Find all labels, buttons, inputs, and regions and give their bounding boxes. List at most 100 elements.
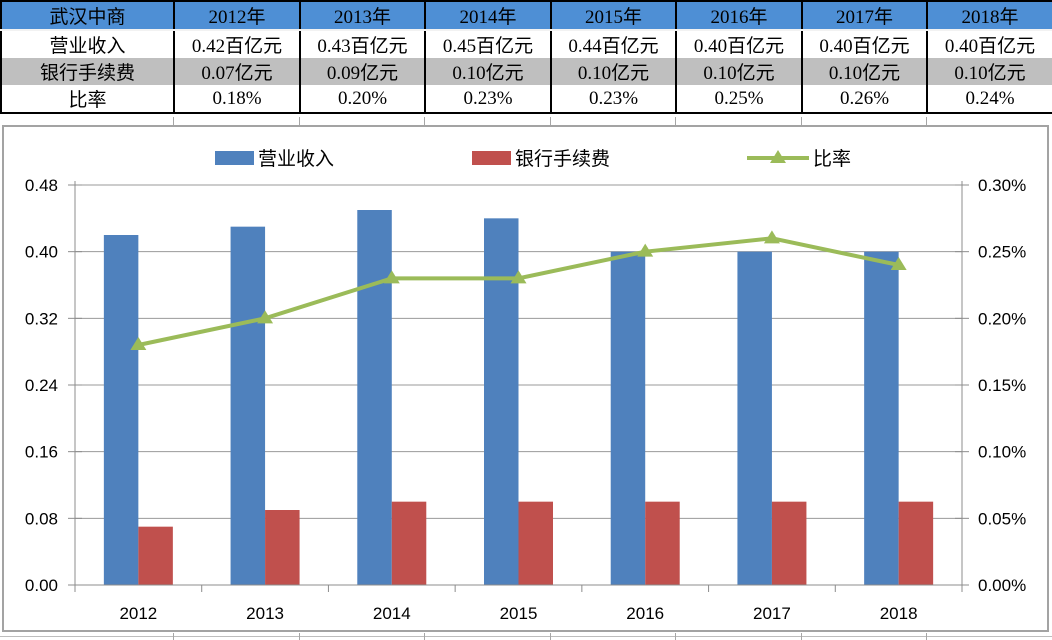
table-year-header[interactable]: 2012年 [173,1,301,31]
table-year-header[interactable]: 2016年 [675,1,803,31]
table-cell[interactable]: 0.10亿元 [424,58,552,85]
sheet-gridline-stub [926,117,927,125]
table-row-label[interactable]: 比率 [0,85,175,113]
table-year-header[interactable]: 2013年 [299,1,426,31]
table-row: 比率 0.18% 0.20% 0.23% 0.23% 0.25% 0.26% 0.24% [0,85,1052,113]
revenue-bar [864,251,899,585]
table-row-label[interactable]: 银行手续费 [0,58,175,85]
chart-frame: 0.00 0.08 0.16 0.24 0.32 0.40 0.48 0.00% 0.05% 0.… [2,125,1049,632]
table-cell[interactable]: 0.07亿元 [173,58,301,85]
table-cell[interactable]: 0.26% [801,85,928,113]
sheet-gridline-bottom [0,636,1052,637]
ratio-marker [130,337,147,350]
table-cell[interactable]: 0.18% [173,85,301,113]
revenue-bar [357,210,392,585]
sheet-gridline-stub [675,117,676,125]
fee-bar [265,510,300,585]
table-cell[interactable]: 0.23% [550,85,677,113]
table-cell[interactable]: 0.44百亿元 [550,30,677,58]
legend-fee-swatch [472,151,511,165]
table-cell[interactable]: 0.40百亿元 [801,30,928,58]
x-axis-category-label: 2018 [880,604,918,623]
x-axis-category-label: 2016 [626,604,664,623]
revenue-bar [484,218,519,585]
right-axis-tick-label: 0.20% [978,309,1026,328]
ratio-marker [383,270,400,284]
fee-bar [771,501,807,585]
left-axis-tick-label: 0.40 [25,243,58,262]
table-row: 营业收入 0.42百亿元 0.43百亿元 0.45百亿元 0.44百亿元 0.40百亿元 0… [0,30,1052,58]
table-year-header[interactable]: 2018年 [926,1,1052,31]
table-cell[interactable]: 0.10亿元 [926,58,1052,85]
right-axis-tick-label: 0.05% [978,509,1026,528]
revenue-bar [610,251,646,585]
sheet-gridline-stub [550,633,551,640]
ratio-marker [510,270,527,284]
left-axis-tick-label: 0.32 [25,309,58,328]
left-axis-tick-label: 0.08 [25,509,58,528]
revenue-bar [230,226,266,585]
revenue-bar [103,235,139,585]
table-header-row: 武汉中商 2012年 2013年 2014年 2015年 2016年 2017年 2018年 [0,1,1052,31]
legend-fee-label: 银行手续费 [515,148,610,170]
fee-bar [518,501,553,585]
right-axis-tick-label: 0.25% [978,243,1026,262]
left-axis-tick-label: 0.00 [25,576,58,595]
legend-revenue-swatch [215,151,254,165]
table-corner-cell[interactable]: 武汉中商 [0,1,175,31]
table-cell[interactable]: 0.43百亿元 [299,30,426,58]
sheet-gridline-stub [173,117,174,125]
sheet-gridline-stub [801,633,802,640]
table-cell[interactable]: 0.24% [926,85,1052,113]
table-cell[interactable]: 0.23% [424,85,552,113]
table-cell[interactable]: 0.42百亿元 [173,30,301,58]
table-cell[interactable]: 0.10亿元 [675,58,803,85]
data-table: 武汉中商 2012年 2013年 2014年 2015年 2016年 2017年 2018年 … [0,0,1052,114]
table-cell[interactable]: 0.45百亿元 [424,30,552,58]
table-cell[interactable]: 0.40百亿元 [675,30,803,58]
table-year-header[interactable]: 2014年 [424,1,552,31]
table-cell[interactable]: 0.25% [675,85,803,113]
ratio-marker [637,243,654,257]
table-cell[interactable]: 0.10亿元 [801,58,928,85]
right-axis-tick-label: 0.10% [978,443,1026,462]
table-cell[interactable]: 0.20% [299,85,426,113]
fee-bar [391,501,427,585]
sheet-gridline-stub [550,117,551,125]
right-axis-tick-label: 0.15% [978,376,1026,395]
combo-chart: 0.00 0.08 0.16 0.24 0.32 0.40 0.48 0.00% 0.05% 0.… [25,148,1026,623]
x-axis-category-label: 2017 [753,604,791,623]
legend-ratio-label: 比率 [813,148,851,170]
legend-revenue-label: 营业收入 [258,148,334,170]
sheet-gridline-stub [801,117,802,125]
sheet-gridline-stub [424,633,425,640]
table-year-header[interactable]: 2015年 [550,1,677,31]
table-row: 银行手续费 0.07亿元 0.09亿元 0.10亿元 0.10亿元 0.10亿元 0.10亿… [0,58,1052,85]
ratio-marker [763,230,780,244]
x-axis-category-label: 2013 [246,604,284,623]
left-axis-tick-label: 0.24 [25,376,58,395]
x-axis-category-label: 2014 [373,604,411,623]
legend-ratio-marker [770,150,786,163]
x-axis-category-label: 2012 [119,604,157,623]
sheet-gridline-stub [299,117,300,125]
sheet-gridline-stub [173,633,174,640]
table-row-label[interactable]: 营业收入 [0,30,175,58]
right-axis-tick-label: 0.30% [978,176,1026,195]
fee-bar [645,501,680,585]
left-axis-tick-label: 0.48 [25,176,58,195]
table-cell[interactable]: 0.40百亿元 [926,30,1052,58]
fee-bar [138,526,173,585]
table-cell[interactable]: 0.10亿元 [550,58,677,85]
fee-bar [898,501,934,585]
x-axis-category-label: 2015 [500,604,538,623]
table-year-header[interactable]: 2017年 [801,1,928,31]
sheet-gridline-stub [675,633,676,640]
ratio-marker [890,257,907,270]
sheet-gridline-stub [299,633,300,640]
revenue-bar [737,251,772,585]
left-axis-tick-label: 0.16 [25,443,58,462]
ratio-marker [257,310,274,324]
table-cell[interactable]: 0.09亿元 [299,58,426,85]
